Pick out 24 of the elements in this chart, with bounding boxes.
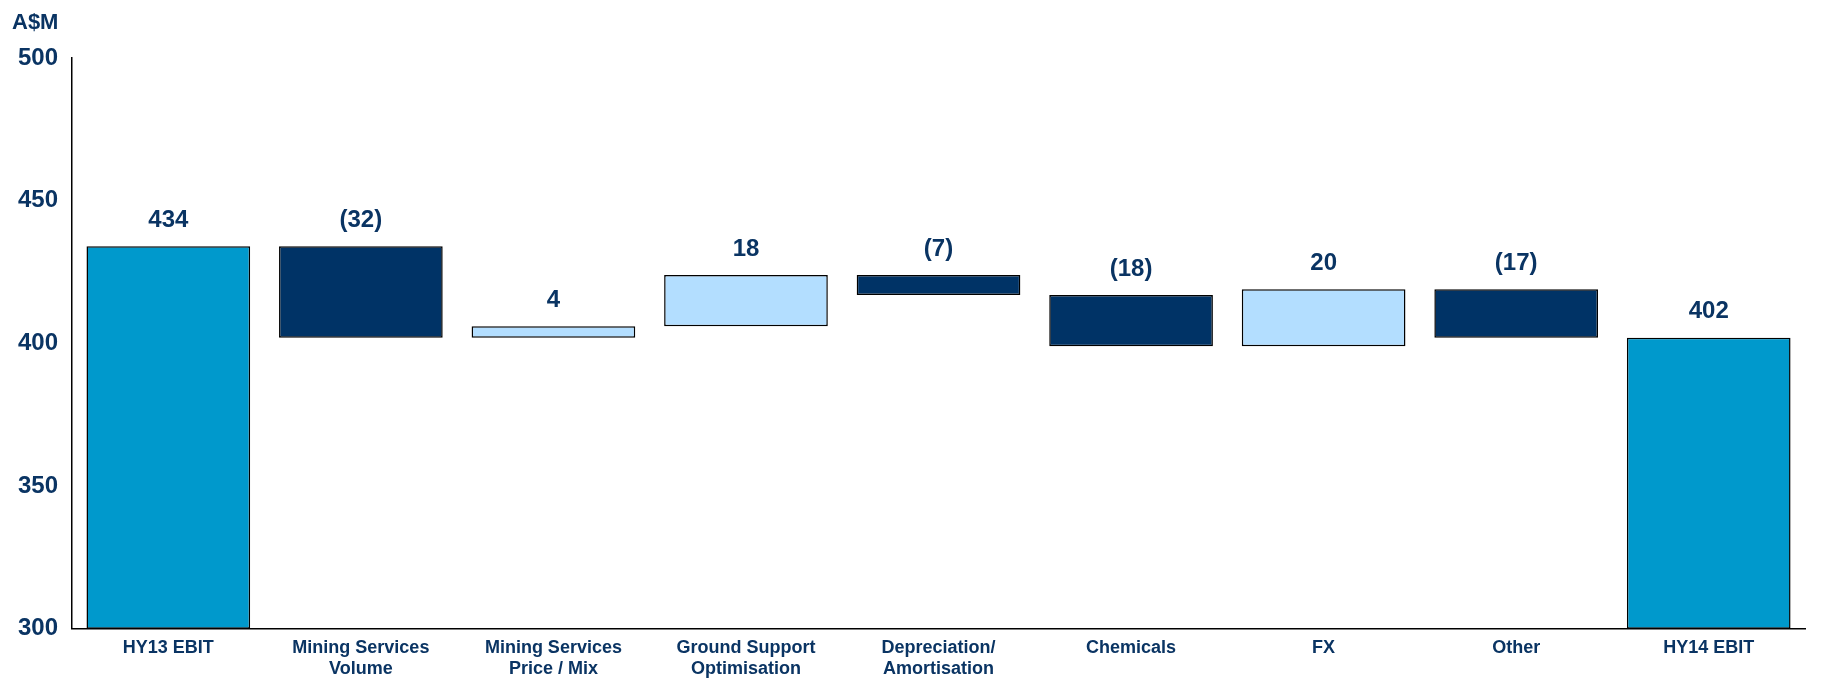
x-tick-label: Chemicals <box>1086 636 1177 657</box>
y-axis-title: A$M <box>12 9 59 35</box>
data-label: 434 <box>148 204 189 232</box>
x-tick-label: HY14 EBIT <box>1663 636 1755 657</box>
data-label: (18) <box>1109 253 1153 281</box>
y-tick-label: 400 <box>18 328 59 356</box>
y-tick-label: 350 <box>18 470 59 498</box>
x-tick-label: Other <box>1492 636 1541 657</box>
x-tick-label: Mining Services Volume <box>292 636 430 679</box>
data-label: (32) <box>339 204 383 232</box>
x-tick-label: Mining Services Price / Mix <box>484 636 622 679</box>
x-tick-label: FX <box>1312 636 1336 657</box>
data-label: 402 <box>1688 296 1729 324</box>
y-tick-label: 300 <box>18 613 59 641</box>
data-label: 4 <box>546 284 561 312</box>
data-label: (7) <box>923 233 954 261</box>
x-tick-label: HY13 EBIT <box>122 636 214 657</box>
data-label: (17) <box>1494 247 1538 275</box>
data-label: 20 <box>1310 247 1337 275</box>
y-tick-label: 500 <box>18 42 59 70</box>
data-label: 18 <box>732 233 760 261</box>
x-tick-label: Ground Support Optimisation <box>676 636 816 679</box>
x-tick-label: Depreciation/ Amortisation <box>881 636 996 679</box>
y-tick-label: 450 <box>18 185 59 213</box>
